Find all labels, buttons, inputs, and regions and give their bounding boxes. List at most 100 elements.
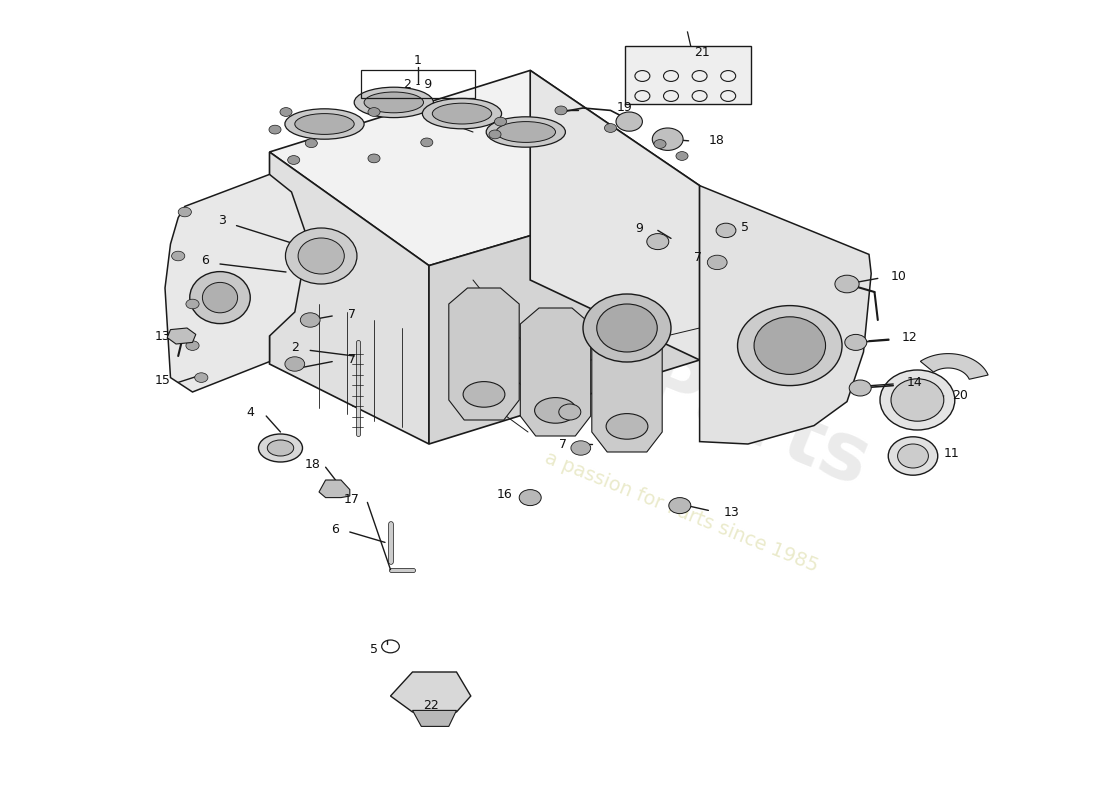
Circle shape [849,380,871,396]
Circle shape [285,357,305,371]
Text: 17: 17 [344,493,360,506]
Ellipse shape [596,304,658,352]
Text: 12: 12 [902,331,917,344]
Text: 5: 5 [741,221,749,234]
Text: 10: 10 [891,270,906,283]
Ellipse shape [880,370,955,430]
Text: 3: 3 [218,214,227,227]
Circle shape [845,334,867,350]
Polygon shape [390,672,471,712]
Text: 11: 11 [944,447,959,460]
Polygon shape [270,152,429,444]
Ellipse shape [298,238,344,274]
Circle shape [556,106,568,114]
Ellipse shape [267,440,294,456]
Ellipse shape [583,294,671,362]
Text: 20: 20 [953,389,968,402]
Polygon shape [429,186,700,444]
Circle shape [300,313,320,327]
Ellipse shape [891,379,944,421]
Circle shape [652,128,683,150]
Polygon shape [319,480,350,498]
Text: 22: 22 [424,699,439,712]
Ellipse shape [432,103,492,124]
Polygon shape [921,354,988,379]
Ellipse shape [463,382,505,407]
Circle shape [186,341,199,350]
Ellipse shape [295,114,354,134]
Ellipse shape [285,109,364,139]
Circle shape [707,255,727,270]
Text: 7: 7 [559,438,566,450]
Text: 18: 18 [708,134,724,147]
Text: 2: 2 [290,341,299,354]
Circle shape [559,404,581,420]
Circle shape [616,112,642,131]
Text: 9: 9 [636,222,644,234]
Polygon shape [167,328,196,344]
Text: 5: 5 [370,643,378,656]
Text: a passion for Parts since 1985: a passion for Parts since 1985 [542,448,822,576]
Text: 19: 19 [617,101,632,114]
Ellipse shape [189,272,251,323]
Circle shape [716,223,736,238]
Circle shape [287,155,299,164]
Ellipse shape [496,122,556,142]
Polygon shape [592,328,662,452]
Circle shape [605,123,616,132]
Text: 13: 13 [155,330,170,342]
Ellipse shape [354,87,433,118]
Text: 13: 13 [724,506,739,518]
Ellipse shape [486,117,565,147]
Text: 14: 14 [906,376,922,389]
Text: 7: 7 [348,354,355,366]
Circle shape [571,441,591,455]
Circle shape [195,373,208,382]
Circle shape [367,154,381,162]
Text: euroParts: euroParts [439,265,881,503]
Text: 1: 1 [414,54,422,67]
Ellipse shape [422,98,502,129]
Circle shape [268,126,282,134]
Circle shape [495,117,506,126]
Circle shape [279,107,293,116]
Polygon shape [270,70,700,266]
Circle shape [519,490,541,506]
Text: 6: 6 [200,254,209,266]
Ellipse shape [898,444,928,468]
Circle shape [835,275,859,293]
Circle shape [653,139,666,149]
Ellipse shape [755,317,825,374]
Circle shape [420,138,433,147]
Ellipse shape [535,398,576,423]
Text: 6: 6 [331,523,340,536]
Text: 15: 15 [155,374,170,387]
Circle shape [669,498,691,514]
Polygon shape [530,70,700,360]
Polygon shape [700,186,871,444]
Circle shape [178,207,191,217]
Ellipse shape [364,92,424,113]
Text: 4: 4 [246,406,255,419]
Text: 7: 7 [348,308,355,321]
Ellipse shape [889,437,937,475]
Polygon shape [412,710,456,726]
Polygon shape [520,308,591,436]
Text: 2 - 9: 2 - 9 [404,78,432,90]
Circle shape [367,107,381,116]
Text: 21: 21 [694,46,710,59]
Ellipse shape [258,434,303,462]
Circle shape [488,130,502,138]
FancyBboxPatch shape [625,46,751,104]
Ellipse shape [606,414,648,439]
Circle shape [172,251,185,261]
Circle shape [186,299,199,309]
Text: 8: 8 [556,402,563,414]
Text: 16: 16 [497,488,513,501]
Circle shape [305,139,317,147]
Ellipse shape [737,306,843,386]
Text: 18: 18 [305,458,320,471]
Text: 7: 7 [694,251,702,264]
Ellipse shape [286,228,356,284]
Circle shape [647,234,669,250]
